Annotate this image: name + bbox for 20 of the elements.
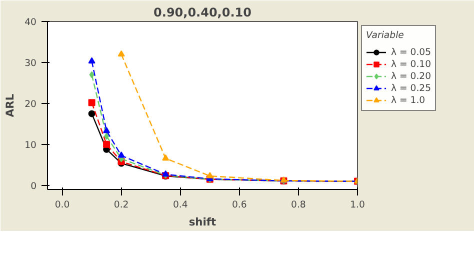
x-tick-label: 0.8 — [291, 200, 306, 210]
x-tick-label: 0.6 — [232, 200, 247, 210]
legend-label: λ = 0.10 — [391, 58, 432, 70]
chart-title: 0.90,0.40,0.10 — [154, 6, 252, 20]
legend-label: λ = 0.20 — [391, 70, 432, 82]
legend-title: Variable — [366, 30, 405, 41]
y-tick-label: 20 — [24, 98, 37, 110]
y-axis-title: ARL — [4, 94, 17, 118]
y-tick-label: 10 — [24, 140, 37, 151]
legend-label: λ = 1.0 — [391, 94, 426, 106]
y-tick-label: 0 — [30, 180, 37, 192]
x-tick-label: 0.2 — [114, 200, 129, 210]
y-tick-label: 40 — [24, 17, 37, 28]
y-tick-label: 30 — [24, 58, 37, 69]
x-tick-label: 1.0 — [350, 200, 365, 210]
legend-label: λ = 0.05 — [391, 46, 432, 58]
x-tick-label: 0.4 — [172, 200, 188, 210]
legend-label: λ = 0.25 — [391, 82, 432, 94]
x-axis-title: shift — [188, 216, 216, 228]
x-tick-label: 0.0 — [54, 200, 70, 210]
